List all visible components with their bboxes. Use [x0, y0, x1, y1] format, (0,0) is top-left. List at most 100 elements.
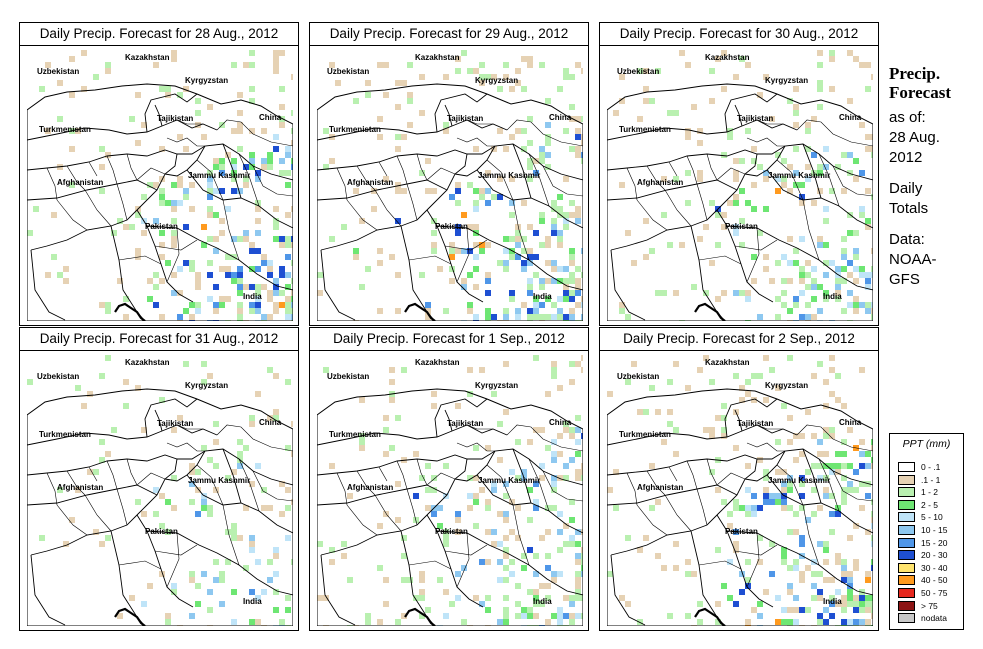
- precip-cell: [673, 541, 679, 547]
- precip-cell: [865, 272, 871, 278]
- precip-cell: [829, 511, 835, 517]
- precip-cell: [775, 469, 781, 475]
- precip-cell: [231, 272, 237, 278]
- precip-cell: [545, 260, 551, 266]
- precip-cell: [285, 170, 291, 176]
- precip-cell: [575, 595, 581, 601]
- precip-cell: [551, 571, 557, 577]
- precip-cell: [625, 230, 631, 236]
- country-label-uzbekistan: Uzbekistan: [37, 372, 79, 381]
- precip-cell: [81, 50, 87, 56]
- precip-cell: [575, 206, 581, 212]
- precip-cell: [575, 475, 581, 481]
- precip-cell: [285, 212, 291, 218]
- precip-cell: [823, 290, 829, 296]
- precip-cell: [401, 553, 407, 559]
- precip-cell: [793, 248, 799, 254]
- precip-cell: [485, 607, 491, 613]
- precip-cell: [793, 122, 799, 128]
- precip-cell: [733, 230, 739, 236]
- precip-cell: [835, 373, 841, 379]
- precip-cell: [811, 487, 817, 493]
- precip-cell: [763, 206, 769, 212]
- precip-cell: [545, 583, 551, 589]
- precip-cell: [733, 290, 739, 296]
- legend-label: 20 - 30: [921, 550, 948, 561]
- precip-cell: [823, 493, 829, 499]
- precip-cell: [745, 200, 751, 206]
- precip-cell: [521, 469, 527, 475]
- legend-item: 2 - 5: [898, 499, 960, 511]
- precip-cell: [503, 607, 509, 613]
- precip-cell: [823, 164, 829, 170]
- precip-cell: [841, 403, 847, 409]
- precip-cell: [527, 224, 533, 230]
- map-svg: KazakhstanUzbekistanKyrgyzstanTajikistan…: [26, 50, 297, 326]
- precip-cell: [273, 146, 279, 152]
- precip-cell: [279, 86, 285, 92]
- precip-cell: [273, 553, 279, 559]
- precip-cell: [255, 308, 261, 314]
- precip-cell: [225, 296, 231, 302]
- precip-cell: [853, 176, 859, 182]
- precip-cell: [213, 463, 219, 469]
- precip-cell: [775, 499, 781, 505]
- precip-cell: [479, 242, 485, 248]
- precip-cell: [279, 158, 285, 164]
- precip-cell: [769, 541, 775, 547]
- precip-cell: [237, 308, 243, 314]
- precip-cell: [569, 278, 575, 284]
- precip-cell: [249, 284, 255, 290]
- precip-cell: [171, 475, 177, 481]
- precip-cell: [853, 158, 859, 164]
- precip-cell: [377, 62, 383, 68]
- province-border: [252, 470, 294, 502]
- precip-cell: [557, 236, 563, 242]
- precip-cell: [865, 571, 871, 577]
- precip-cell: [709, 379, 715, 385]
- precip-cell: [811, 463, 817, 469]
- precip-cell: [195, 278, 201, 284]
- precip-cell: [317, 541, 323, 547]
- precip-cell: [249, 421, 255, 427]
- precip-cell: [105, 62, 111, 68]
- precip-cell: [219, 302, 225, 308]
- precip-cell: [557, 529, 563, 535]
- province-border: [406, 488, 418, 526]
- country-label-turkmenistan: Turkmenistan: [329, 430, 381, 439]
- precip-cell: [135, 212, 141, 218]
- precip-cell: [569, 74, 575, 80]
- precip-cell: [697, 170, 703, 176]
- precip-cell: [455, 68, 461, 74]
- precip-cell: [823, 475, 829, 481]
- province-border: [408, 560, 452, 570]
- precip-cell: [177, 314, 183, 320]
- precip-cell: [769, 499, 775, 505]
- country-border: [610, 153, 758, 251]
- precip-cell: [521, 200, 527, 206]
- precip-cell: [739, 158, 745, 164]
- precip-cell: [189, 571, 195, 577]
- precip-cell: [329, 463, 335, 469]
- precip-cell: [619, 595, 625, 601]
- precip-cell: [763, 355, 769, 361]
- precip-cell: [799, 200, 805, 206]
- country-label-jammu-kashmir: Jammu Kashmir: [768, 171, 830, 180]
- precip-cell: [449, 248, 455, 254]
- coastline: [694, 607, 726, 627]
- precip-cell: [63, 266, 69, 272]
- precip-cell: [473, 242, 479, 248]
- precip-cell: [407, 122, 413, 128]
- precip-cell: [557, 308, 563, 314]
- precip-cell: [823, 433, 829, 439]
- precip-cell: [273, 224, 279, 230]
- precip-cell: [383, 415, 389, 421]
- province-border: [252, 165, 294, 197]
- precip-cell: [769, 367, 775, 373]
- precip-cell: [859, 170, 865, 176]
- precip-cell: [213, 158, 219, 164]
- precip-cell: [479, 194, 485, 200]
- precip-cell: [575, 553, 581, 559]
- precip-cell: [799, 182, 805, 188]
- precip-cell: [255, 206, 261, 212]
